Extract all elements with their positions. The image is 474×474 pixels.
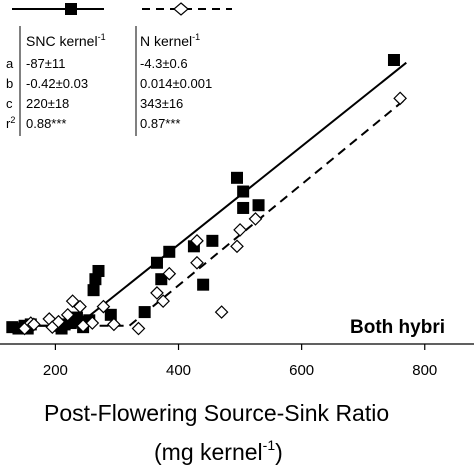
point-n-13 <box>131 321 146 336</box>
point-snc-13 <box>87 284 100 297</box>
legend-n-marker <box>173 2 189 16</box>
point-snc-27 <box>252 199 265 212</box>
point-snc-23 <box>206 234 219 247</box>
point-n-14 <box>150 286 164 300</box>
point-n-15 <box>156 294 170 308</box>
point-n-17 <box>190 255 204 270</box>
table-cell-b-n: 0.014±0.001 <box>140 76 212 91</box>
fit-line-series-0 <box>24 61 407 327</box>
point-n-8 <box>73 299 87 314</box>
table-cell-a-snc: -87±11 <box>26 56 65 71</box>
point-snc-25 <box>237 201 250 214</box>
point-snc-26 <box>237 185 250 198</box>
table-cell-r2-n: 0.87*** <box>140 116 180 131</box>
point-snc-20 <box>163 245 176 258</box>
point-n-6 <box>60 307 75 322</box>
table-row-label-c: c <box>6 96 13 111</box>
panel-label: Both hybri <box>350 317 445 338</box>
point-n-19 <box>214 305 229 319</box>
point-n-18 <box>190 233 204 248</box>
table-row-label-a: a <box>6 56 14 71</box>
x-tick-label-800: 800 <box>412 362 437 379</box>
point-n-22 <box>248 212 263 226</box>
table-cell-a-n: -4.3±0.6 <box>140 56 188 71</box>
table-cell-c-snc: 220±18 <box>26 96 69 111</box>
point-n-5 <box>51 314 66 329</box>
table-row-label-b: b <box>6 76 13 91</box>
point-n-20 <box>230 239 244 254</box>
point-n-2 <box>27 317 41 332</box>
fit-line-series-1 <box>24 97 407 327</box>
table-cell-b-snc: -0.42±0.03 <box>26 76 88 91</box>
x-axis-title: Post-Flowering Source-Sink Ratio <box>44 400 389 426</box>
table-cell-c-n: 343±16 <box>140 96 183 111</box>
parameter-table: SNC kernel-1 N kernel-1 a b c r2 -87±11 … <box>6 26 212 136</box>
point-n-10 <box>85 316 100 330</box>
fit-lines <box>24 61 407 327</box>
legend <box>12 2 232 16</box>
x-tick-label-400: 400 <box>166 362 191 379</box>
point-n-21 <box>233 223 247 237</box>
table-header-snc: SNC kernel-1 <box>26 32 106 49</box>
point-snc-0 <box>6 321 19 334</box>
x-tick-label-600: 600 <box>289 362 314 379</box>
data-points <box>6 54 407 336</box>
x-tick-label-200: 200 <box>43 362 68 379</box>
legend-snc-marker <box>65 3 77 15</box>
point-n-7 <box>65 294 80 308</box>
point-n-16 <box>162 266 177 281</box>
point-snc-19 <box>155 273 168 286</box>
point-snc-24 <box>231 171 243 184</box>
table-cell-r2-snc: 0.88*** <box>26 116 66 131</box>
x-axis-ticks: 200 400 600 800 <box>43 344 437 379</box>
point-snc-17 <box>138 306 151 319</box>
point-n-12 <box>107 317 121 332</box>
table-row-label-r2: r2 <box>6 115 15 131</box>
point-snc-18 <box>150 256 163 269</box>
point-snc-22 <box>197 278 210 291</box>
point-n-23 <box>393 91 407 106</box>
table-header-n: N kernel-1 <box>140 32 200 49</box>
x-axis-units: (mg kernel-1) <box>154 437 283 465</box>
point-n-11 <box>96 299 111 314</box>
point-snc-28 <box>387 54 400 66</box>
point-snc-15 <box>92 264 105 277</box>
